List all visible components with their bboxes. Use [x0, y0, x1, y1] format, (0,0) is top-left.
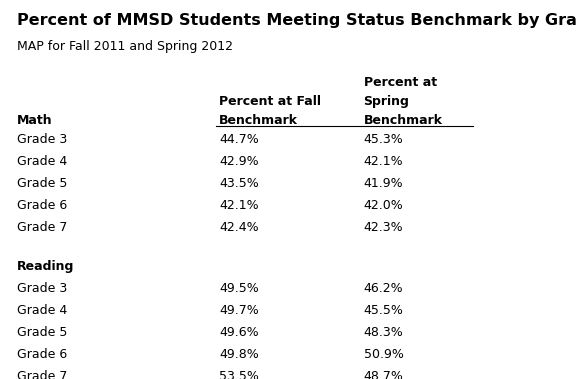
Text: Grade 6: Grade 6	[17, 199, 68, 212]
Text: 42.9%: 42.9%	[219, 155, 259, 168]
Text: 45.3%: 45.3%	[364, 133, 403, 146]
Text: Benchmark: Benchmark	[364, 114, 443, 127]
Text: 42.1%: 42.1%	[364, 155, 403, 168]
Text: Reading: Reading	[17, 260, 74, 273]
Text: Grade 3: Grade 3	[17, 133, 68, 146]
Text: Percent at Fall: Percent at Fall	[219, 95, 321, 108]
Text: 46.2%: 46.2%	[364, 282, 403, 295]
Text: Grade 3: Grade 3	[17, 282, 68, 295]
Text: 53.5%: 53.5%	[219, 370, 259, 379]
Text: 48.3%: 48.3%	[364, 326, 403, 339]
Text: Math: Math	[17, 114, 53, 127]
Text: Percent at: Percent at	[364, 76, 437, 89]
Text: 49.5%: 49.5%	[219, 282, 259, 295]
Text: 42.1%: 42.1%	[219, 199, 259, 212]
Text: 42.0%: 42.0%	[364, 199, 403, 212]
Text: 44.7%: 44.7%	[219, 133, 259, 146]
Text: Grade 5: Grade 5	[17, 177, 68, 190]
Text: Grade 7: Grade 7	[17, 370, 68, 379]
Text: Grade 6: Grade 6	[17, 348, 68, 361]
Text: 49.7%: 49.7%	[219, 304, 259, 317]
Text: MAP for Fall 2011 and Spring 2012: MAP for Fall 2011 and Spring 2012	[17, 40, 233, 53]
Text: 42.3%: 42.3%	[364, 221, 403, 234]
Text: Grade 5: Grade 5	[17, 326, 68, 339]
Text: 41.9%: 41.9%	[364, 177, 403, 190]
Text: 49.8%: 49.8%	[219, 348, 259, 361]
Text: Spring: Spring	[364, 95, 410, 108]
Text: 43.5%: 43.5%	[219, 177, 259, 190]
Text: Grade 7: Grade 7	[17, 221, 68, 234]
Text: 49.6%: 49.6%	[219, 326, 259, 339]
Text: Percent of MMSD Students Meeting Status Benchmark by Grade: Percent of MMSD Students Meeting Status …	[17, 13, 577, 28]
Text: Benchmark: Benchmark	[219, 114, 298, 127]
Text: Grade 4: Grade 4	[17, 304, 68, 317]
Text: 45.5%: 45.5%	[364, 304, 403, 317]
Text: 48.7%: 48.7%	[364, 370, 403, 379]
Text: Grade 4: Grade 4	[17, 155, 68, 168]
Text: 42.4%: 42.4%	[219, 221, 259, 234]
Text: 50.9%: 50.9%	[364, 348, 403, 361]
